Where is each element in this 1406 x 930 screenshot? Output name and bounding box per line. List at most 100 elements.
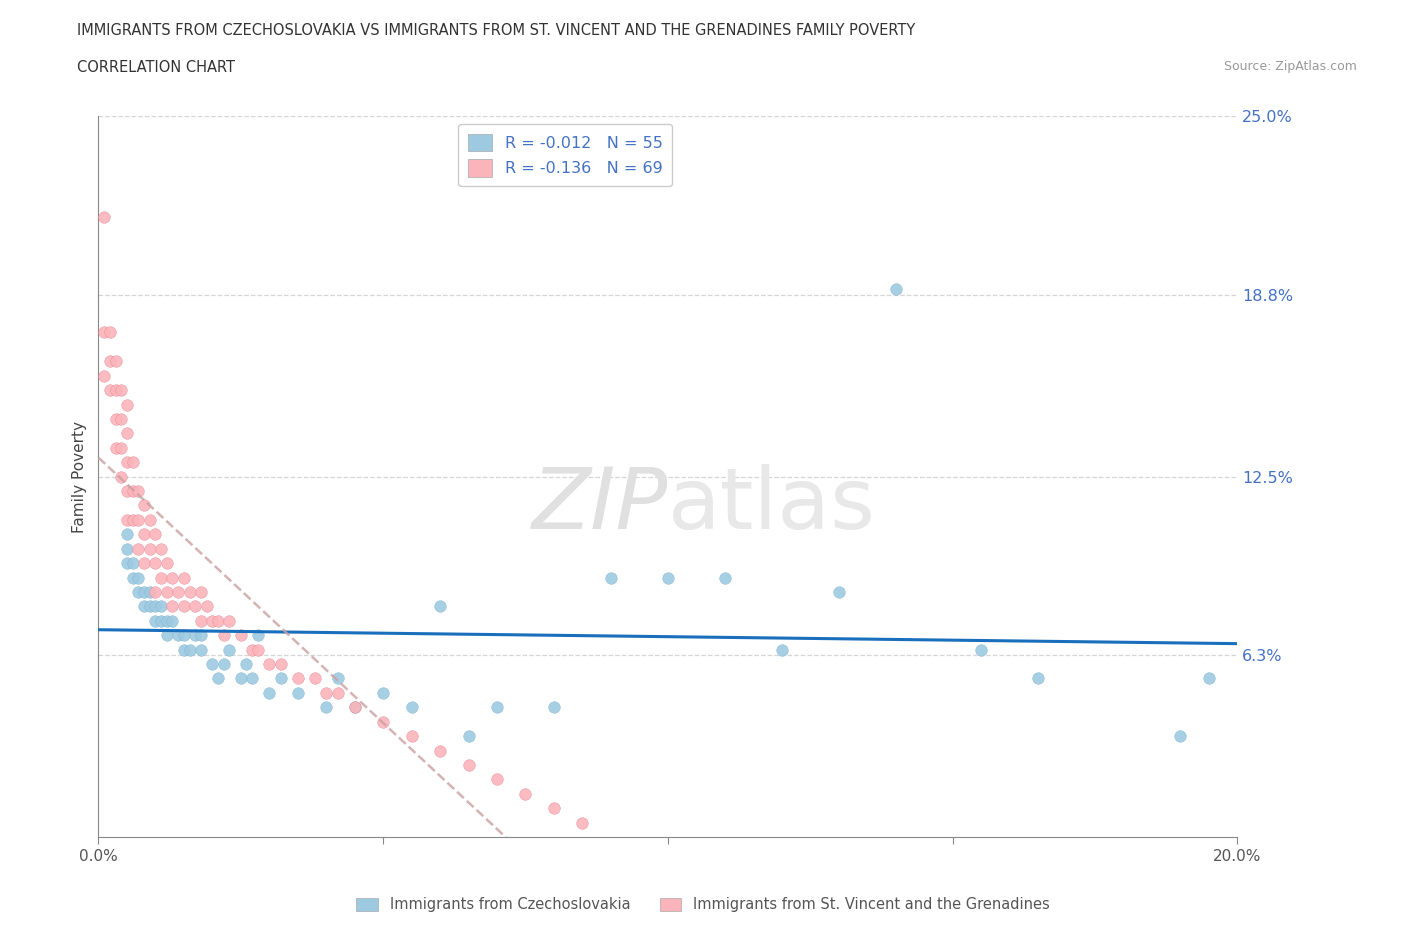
Point — [93, 210, 115, 225]
Point — [145, 526, 167, 541]
Point — [173, 599, 195, 614]
Point — [145, 599, 167, 614]
Point — [270, 657, 292, 671]
Point — [132, 585, 155, 600]
Point — [315, 700, 337, 715]
Legend: R = -0.012   N = 55, R = -0.136   N = 69: R = -0.012 N = 55, R = -0.136 N = 69 — [458, 125, 672, 186]
Point — [326, 685, 349, 700]
Point — [156, 614, 179, 629]
Point — [173, 570, 195, 585]
Point — [657, 570, 679, 585]
Point — [138, 541, 160, 556]
Point — [138, 599, 160, 614]
Point — [121, 484, 143, 498]
Point — [184, 628, 207, 643]
Point — [167, 585, 190, 600]
Point — [138, 512, 160, 527]
Y-axis label: Family Poverty: Family Poverty — [72, 420, 87, 533]
Point — [93, 368, 115, 383]
Point — [115, 526, 138, 541]
Text: Source: ZipAtlas.com: Source: ZipAtlas.com — [1223, 60, 1357, 73]
Point — [184, 599, 207, 614]
Point — [127, 484, 149, 498]
Point — [104, 412, 127, 427]
Point — [104, 441, 127, 456]
Text: CORRELATION CHART: CORRELATION CHART — [77, 60, 235, 75]
Point — [127, 585, 149, 600]
Point — [98, 326, 121, 340]
Point — [162, 614, 184, 629]
Point — [173, 628, 195, 643]
Point — [259, 657, 281, 671]
Point — [162, 570, 184, 585]
Point — [212, 657, 235, 671]
Point — [150, 599, 173, 614]
Point — [270, 671, 292, 686]
Point — [240, 671, 263, 686]
Point — [121, 512, 143, 527]
Point — [486, 772, 509, 787]
Point — [115, 541, 138, 556]
Point — [190, 585, 212, 600]
Legend: Immigrants from Czechoslovakia, Immigrants from St. Vincent and the Grenadines: Immigrants from Czechoslovakia, Immigran… — [350, 891, 1056, 918]
Point — [179, 585, 201, 600]
Point — [127, 541, 149, 556]
Point — [145, 614, 167, 629]
Point — [121, 570, 143, 585]
Text: ZIP: ZIP — [531, 464, 668, 547]
Point — [110, 383, 132, 398]
Point — [110, 469, 132, 484]
Point — [1198, 671, 1220, 686]
Point — [714, 570, 737, 585]
Point — [240, 642, 263, 657]
Point — [884, 282, 907, 297]
Point — [98, 383, 121, 398]
Point — [235, 657, 257, 671]
Point — [195, 599, 218, 614]
Point — [326, 671, 349, 686]
Point — [110, 441, 132, 456]
Point — [218, 614, 240, 629]
Point — [401, 729, 423, 744]
Point — [571, 815, 593, 830]
Point — [121, 556, 143, 571]
Point — [127, 512, 149, 527]
Point — [315, 685, 337, 700]
Point — [287, 685, 309, 700]
Point — [343, 700, 366, 715]
Point — [287, 671, 309, 686]
Point — [115, 397, 138, 412]
Point — [304, 671, 326, 686]
Point — [543, 801, 565, 816]
Point — [127, 570, 149, 585]
Point — [190, 628, 212, 643]
Point — [156, 556, 179, 571]
Point — [229, 671, 252, 686]
Point — [115, 426, 138, 441]
Point — [93, 326, 115, 340]
Point — [343, 700, 366, 715]
Point — [115, 484, 138, 498]
Point — [190, 614, 212, 629]
Point — [1026, 671, 1049, 686]
Point — [110, 412, 132, 427]
Point — [150, 614, 173, 629]
Point — [132, 599, 155, 614]
Point — [259, 685, 281, 700]
Point — [486, 700, 509, 715]
Point — [218, 642, 240, 657]
Point — [201, 657, 224, 671]
Point — [201, 614, 224, 629]
Point — [515, 787, 537, 802]
Point — [373, 714, 395, 729]
Text: IMMIGRANTS FROM CZECHOSLOVAKIA VS IMMIGRANTS FROM ST. VINCENT AND THE GRENADINES: IMMIGRANTS FROM CZECHOSLOVAKIA VS IMMIGR… — [77, 23, 915, 38]
Point — [373, 685, 395, 700]
Point — [173, 642, 195, 657]
Point — [429, 599, 451, 614]
Point — [600, 570, 623, 585]
Point — [132, 526, 155, 541]
Point — [167, 628, 190, 643]
Point — [150, 541, 173, 556]
Point — [115, 455, 138, 470]
Point — [1170, 729, 1192, 744]
